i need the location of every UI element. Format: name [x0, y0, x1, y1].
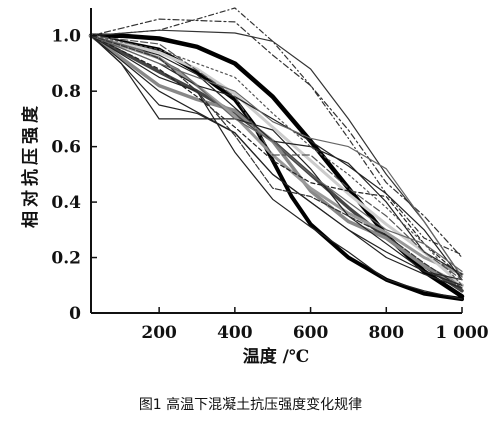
series-line-14 — [90, 35, 463, 278]
series-line-8 — [90, 7, 463, 256]
x-tick-label-1000: 1 000 — [435, 323, 488, 343]
x-tick-label-200: 200 — [141, 323, 177, 343]
series-line-10 — [90, 35, 463, 286]
y-tick-label-0.8: 0.8 — [51, 82, 81, 102]
series-line-6 — [89, 34, 464, 287]
series-line-9 — [90, 29, 463, 278]
x-tick-label-800: 800 — [369, 323, 405, 343]
series-line-4 — [89, 33, 464, 288]
x-tick-label-600: 600 — [293, 323, 329, 343]
series-line-19 — [90, 35, 463, 278]
x-axis-label: 温度 /℃ — [243, 346, 310, 367]
series-line-21 — [90, 35, 463, 289]
y-tick-label-0.2: 0.2 — [51, 249, 81, 269]
figure-caption: 图1 高温下混凝土抗压强度变化规律 — [138, 397, 363, 413]
y-axis-label: 相对抗压强度 — [20, 102, 41, 228]
y-tick-label-0.4: 0.4 — [51, 193, 81, 213]
series-line-12 — [90, 35, 463, 300]
series-line-15 — [90, 35, 463, 275]
series-layer — [88, 7, 465, 302]
y-tick-label-1: 1.0 — [51, 27, 81, 47]
series-line-13 — [90, 35, 463, 289]
series-line-5 — [89, 34, 464, 276]
y-tick-label-0.6: 0.6 — [51, 138, 81, 158]
series-line-18 — [90, 35, 463, 286]
series-line-17 — [90, 35, 463, 281]
tick-layer: 200 400 600 800 1 000 0 0.2 0.4 0.6 0.8 1.0 — [51, 27, 488, 343]
x-tick-label-400: 400 — [217, 323, 253, 343]
y-tick-label-0: 0 — [69, 304, 81, 324]
series-line-20 — [90, 35, 463, 272]
